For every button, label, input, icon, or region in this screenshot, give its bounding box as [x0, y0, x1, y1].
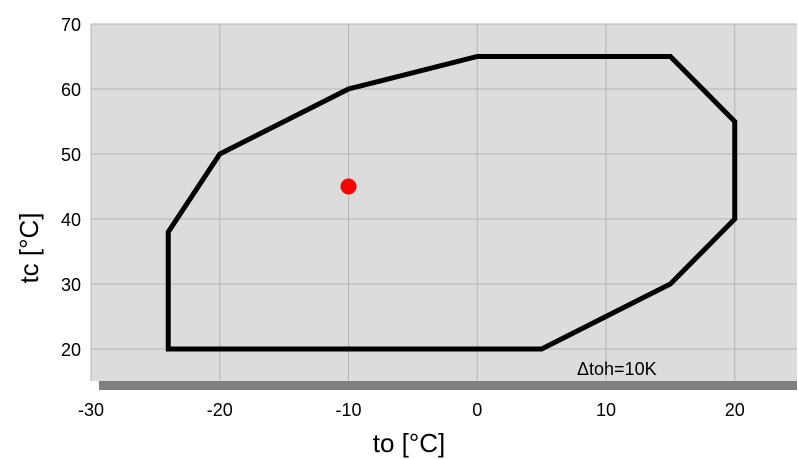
x-tick-label: -20 [207, 400, 233, 420]
plot-area [91, 24, 797, 381]
series-layer [165, 54, 738, 352]
plot-background [91, 24, 797, 381]
y-tick-label: 30 [61, 275, 81, 295]
y-tick-label: 60 [61, 80, 81, 100]
bottom-bar [99, 381, 797, 390]
y-axis-title: tc [°C] [14, 212, 44, 283]
y-tick-label: 70 [61, 15, 81, 35]
annotation-label: Δtoh=10K [577, 359, 657, 379]
y-tick-label: 20 [61, 340, 81, 360]
envelope-polygon [165, 54, 738, 352]
y-tick-label: 50 [61, 145, 81, 165]
x-tick-label: -30 [78, 400, 104, 420]
x-tick-label: 0 [472, 400, 482, 420]
y-tick-label: 40 [61, 210, 81, 230]
x-tick-label: 20 [725, 400, 745, 420]
plot-bottom-bar [99, 381, 797, 390]
grid [90, 23, 797, 381]
x-tick-label: 10 [596, 400, 616, 420]
x-tick-label: -10 [335, 400, 361, 420]
y-axis-ticks: 20 30 40 50 60 70 [61, 15, 81, 360]
operating-point [340, 178, 357, 195]
x-axis-title: to [°C] [373, 428, 446, 458]
x-axis-ticks: -30 -20 -10 0 10 20 [78, 400, 745, 420]
